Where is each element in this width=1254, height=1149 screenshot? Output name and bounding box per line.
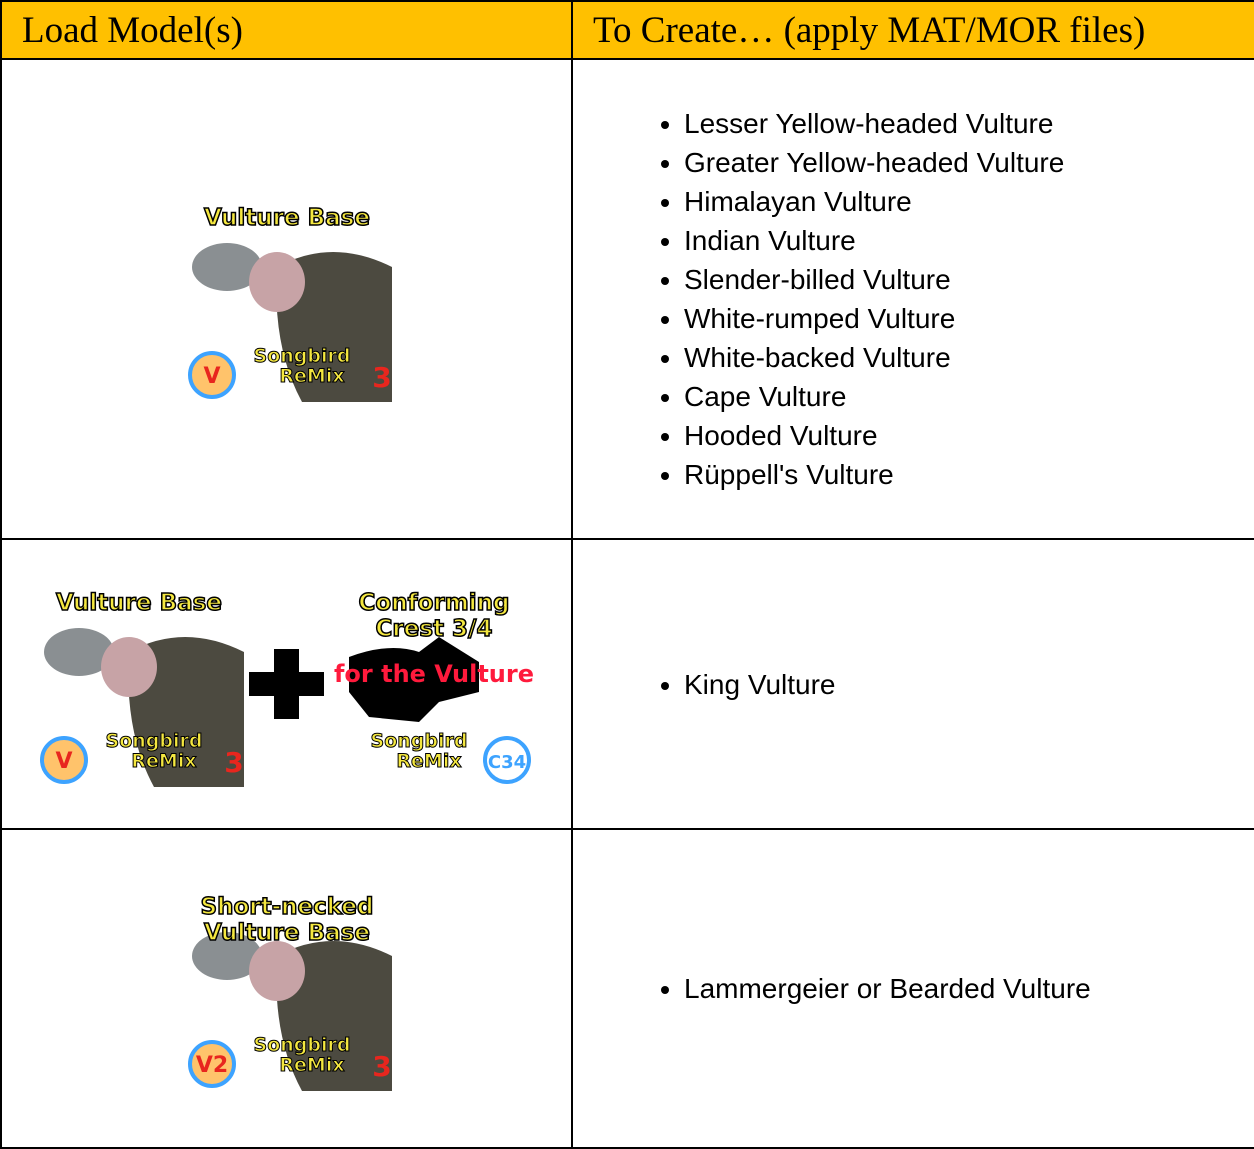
species-list: King Vulture	[573, 665, 1254, 704]
badge-circle	[187, 1040, 236, 1088]
species-item: Lesser Yellow-headed Vulture	[684, 104, 1254, 143]
brand-label: ReMix	[279, 365, 344, 387]
bird-neck	[248, 251, 305, 312]
badge-label: V	[55, 749, 72, 774]
species-item: King Vulture	[684, 665, 1254, 704]
model-title: Vulture Base	[56, 590, 222, 616]
species-item: White-backed Vulture	[684, 338, 1254, 377]
crest-shape	[349, 636, 479, 722]
species-item: Lammergeier or Bearded Vulture	[684, 969, 1254, 1008]
species-item: Hooded Vulture	[684, 416, 1254, 455]
badge-circle	[187, 350, 236, 399]
creates-cell: Lammergeier or Bearded Vulture	[571, 828, 1254, 1149]
model-subtitle: for the Vulture	[334, 660, 534, 688]
models-cell: Short-necked Vulture Base V2 Songbird ReMix 3	[0, 828, 573, 1149]
brand-label: ReMix	[131, 750, 196, 772]
badge-label: V	[203, 364, 220, 389]
brand-label: Songbird	[106, 730, 203, 752]
brand-label: ReMix	[279, 1054, 344, 1076]
brand-label: Songbird	[253, 1034, 350, 1056]
brand-label: 3	[224, 746, 243, 779]
thumbnail-group: Vulture Base V Songbird ReMix 3	[2, 197, 571, 402]
bird-body	[275, 941, 392, 1091]
creates-cell: Lesser Yellow-headed VultureGreater Yell…	[571, 58, 1254, 540]
header-row: Load Model(s) To Create… (apply MAT/MOR …	[0, 0, 1254, 60]
plus-icon	[249, 649, 324, 719]
plus-shape	[249, 649, 324, 719]
model-title: Crest 3/4	[376, 616, 493, 642]
table-row: Vulture Base V Songbird ReMix 3 for the Vultu…	[0, 538, 1254, 830]
bird-body	[275, 251, 392, 402]
model-title: Conforming	[359, 590, 510, 616]
bird-head	[191, 932, 262, 980]
bird-body	[128, 636, 244, 787]
creates-cell: King Vulture	[571, 538, 1254, 830]
badge-circle	[483, 735, 531, 784]
bird-head	[191, 242, 262, 291]
species-item: Greater Yellow-headed Vulture	[684, 143, 1254, 182]
species-item: Slender-billed Vulture	[684, 260, 1254, 299]
bird-neck	[248, 941, 305, 1001]
species-item: Himalayan Vulture	[684, 182, 1254, 221]
model-title: Vulture Base	[204, 205, 370, 231]
brand-label: ReMix	[396, 750, 461, 772]
model-title: Short-necked	[200, 894, 373, 920]
brand-label: 3	[372, 361, 391, 394]
thumbnail-group: Short-necked Vulture Base V2 Songbird ReMix 3	[2, 886, 571, 1091]
bird-head	[44, 627, 114, 676]
header-cell: To Create… (apply MAT/MOR files)	[571, 0, 1254, 60]
species-item: Indian Vulture	[684, 221, 1254, 260]
brand-label: 3	[372, 1050, 391, 1083]
table-row: Short-necked Vulture Base V2 Songbird ReMix 3…	[0, 828, 1254, 1149]
models-cell: Vulture Base V Songbird ReMix 3	[0, 58, 573, 540]
brand-label: Songbird	[253, 345, 350, 367]
header-cell: Load Model(s)	[0, 0, 573, 60]
species-item: White-rumped Vulture	[684, 299, 1254, 338]
badge-label: C34	[488, 752, 526, 773]
species-item: Cape Vulture	[684, 377, 1254, 416]
brand-label: Songbird	[371, 730, 468, 752]
bird-neck	[101, 636, 157, 697]
model-title: Vulture Base	[204, 920, 370, 946]
badge-label: V2	[195, 1053, 227, 1078]
thumbnail-group: Vulture Base V Songbird ReMix 3 for the Vultu…	[2, 582, 571, 787]
species-list: Lammergeier or Bearded Vulture	[573, 969, 1254, 1008]
table-body: Vulture BaseVSongbirdReMix3Lesser Yellow…	[0, 58, 1254, 1149]
models-cell: Vulture Base V Songbird ReMix 3 for the Vultu…	[0, 538, 573, 830]
species-list: Lesser Yellow-headed VultureGreater Yell…	[573, 104, 1254, 494]
species-item: Rüppell's Vulture	[684, 455, 1254, 494]
badge-circle	[40, 735, 88, 784]
